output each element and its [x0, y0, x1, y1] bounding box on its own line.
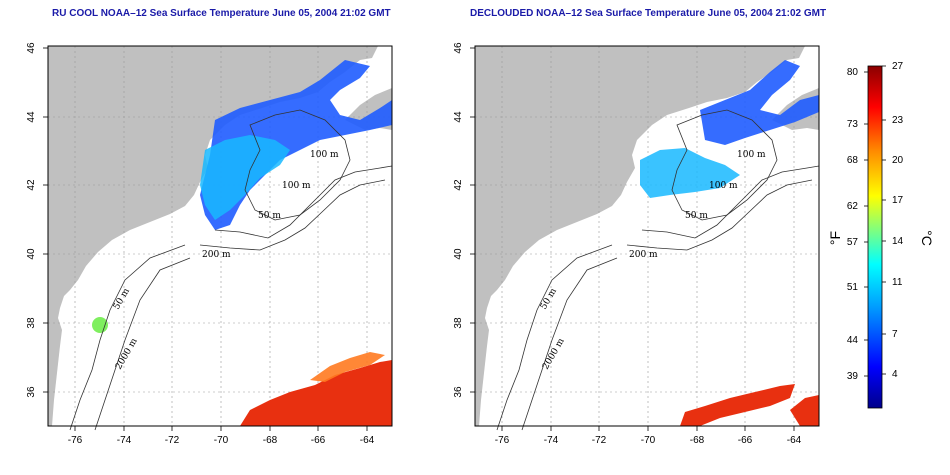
left-map-panel: 100 m 100 m 50 m 200 m 50 m 2000 m -76 -…	[26, 42, 393, 446]
left-sst-coastal-spot	[92, 317, 108, 333]
right-frame	[474, 45, 820, 427]
right-contour-label-1: 100 m	[737, 150, 766, 160]
right-contour-label-2: 100 m	[709, 181, 738, 191]
right-map-panel: 100 m 100 m 50 m 200 m 50 m 2000 m -76 -…	[453, 42, 820, 446]
right-lon-tick: -64	[787, 435, 802, 446]
right-lat-tick: 44	[453, 111, 464, 123]
colorbar-f-tick: 62	[847, 201, 859, 212]
colorbar-c-tick: 11	[892, 277, 903, 288]
left-lon-tick: -70	[214, 435, 229, 446]
right-lon-tick: -76	[495, 435, 510, 446]
left-lat-tick: 38	[26, 317, 37, 329]
left-lat-tick: 42	[26, 179, 37, 191]
left-lon-tick: -72	[165, 435, 180, 446]
colorbar-c-tick: 20	[892, 155, 904, 166]
colorbar: 80 73 68 62 57 51 44 39 27 23 20 17 14 1…	[827, 61, 935, 409]
right-lon-tick: -70	[641, 435, 656, 446]
right-panel-title: DECLOUDED NOAA–12 Sea Surface Temperatur…	[470, 8, 827, 19]
left-lat-tick: 46	[26, 42, 37, 54]
colorbar-fahrenheit-label: °F	[827, 231, 843, 245]
right-contours	[496, 109, 820, 431]
left-lon-tick: -64	[360, 435, 375, 446]
colorbar-f-tick: 39	[847, 371, 859, 382]
left-lat-tick: 44	[26, 111, 37, 123]
right-lat-tick: 46	[453, 42, 464, 54]
right-lon-tick: -68	[690, 435, 705, 446]
left-contour-label-2: 100 m	[282, 181, 311, 191]
colorbar-c-tick: 7	[892, 329, 898, 340]
right-land	[475, 46, 805, 426]
colorbar-c-tick: 14	[892, 236, 904, 247]
right-contour-label-4: 200 m	[629, 250, 658, 260]
left-contours	[69, 109, 393, 431]
left-panel-title: RU COOL NOAA–12 Sea Surface Temperature …	[52, 8, 391, 19]
left-sst-warm-patch-2	[310, 352, 385, 382]
colorbar-f-tick: 68	[847, 155, 859, 166]
left-lon-tick: -74	[117, 435, 132, 446]
right-lat-tick: 36	[453, 386, 464, 398]
left-frame	[47, 45, 393, 427]
right-sst-warm-patch	[680, 384, 795, 426]
right-sst-cold-patch	[700, 60, 819, 145]
colorbar-gradient	[867, 65, 883, 409]
colorbar-f-tick: 51	[847, 282, 859, 293]
colorbar-celsius-label: °C	[919, 230, 935, 246]
colorbar-c-tick: 4	[892, 369, 898, 380]
left-contour-label-3: 50 m	[258, 211, 281, 221]
right-lat-tick: 42	[453, 179, 464, 191]
left-lon-tick: -76	[68, 435, 83, 446]
right-lat-tick: 40	[453, 248, 464, 260]
colorbar-c-tick: 27	[892, 61, 904, 72]
left-lat-tick: 40	[26, 248, 37, 260]
right-lon-tick: -66	[738, 435, 753, 446]
left-contour-label-1: 100 m	[310, 150, 339, 160]
left-lon-tick: -66	[311, 435, 326, 446]
colorbar-c-tick: 23	[892, 115, 904, 126]
colorbar-f-tick: 57	[847, 237, 859, 248]
left-lon-tick: -68	[263, 435, 278, 446]
colorbar-f-tick: 80	[847, 67, 859, 78]
colorbar-f-tick: 44	[847, 335, 859, 346]
right-lon-tick: -74	[544, 435, 559, 446]
left-lat-tick: 36	[26, 386, 37, 398]
right-lon-tick: -72	[592, 435, 607, 446]
left-land	[48, 46, 378, 426]
right-sst-warm-patch-2	[790, 395, 819, 426]
left-sst-warm-patch	[240, 360, 392, 426]
colorbar-f-tick: 73	[847, 119, 859, 130]
right-contour-label-3: 50 m	[685, 211, 708, 221]
left-sst-mid-patch	[200, 135, 290, 220]
colorbar-c-tick: 17	[892, 195, 904, 206]
right-sst-mid-patch	[640, 148, 740, 198]
right-lat-tick: 38	[453, 317, 464, 329]
left-contour-label-4: 200 m	[202, 250, 231, 260]
